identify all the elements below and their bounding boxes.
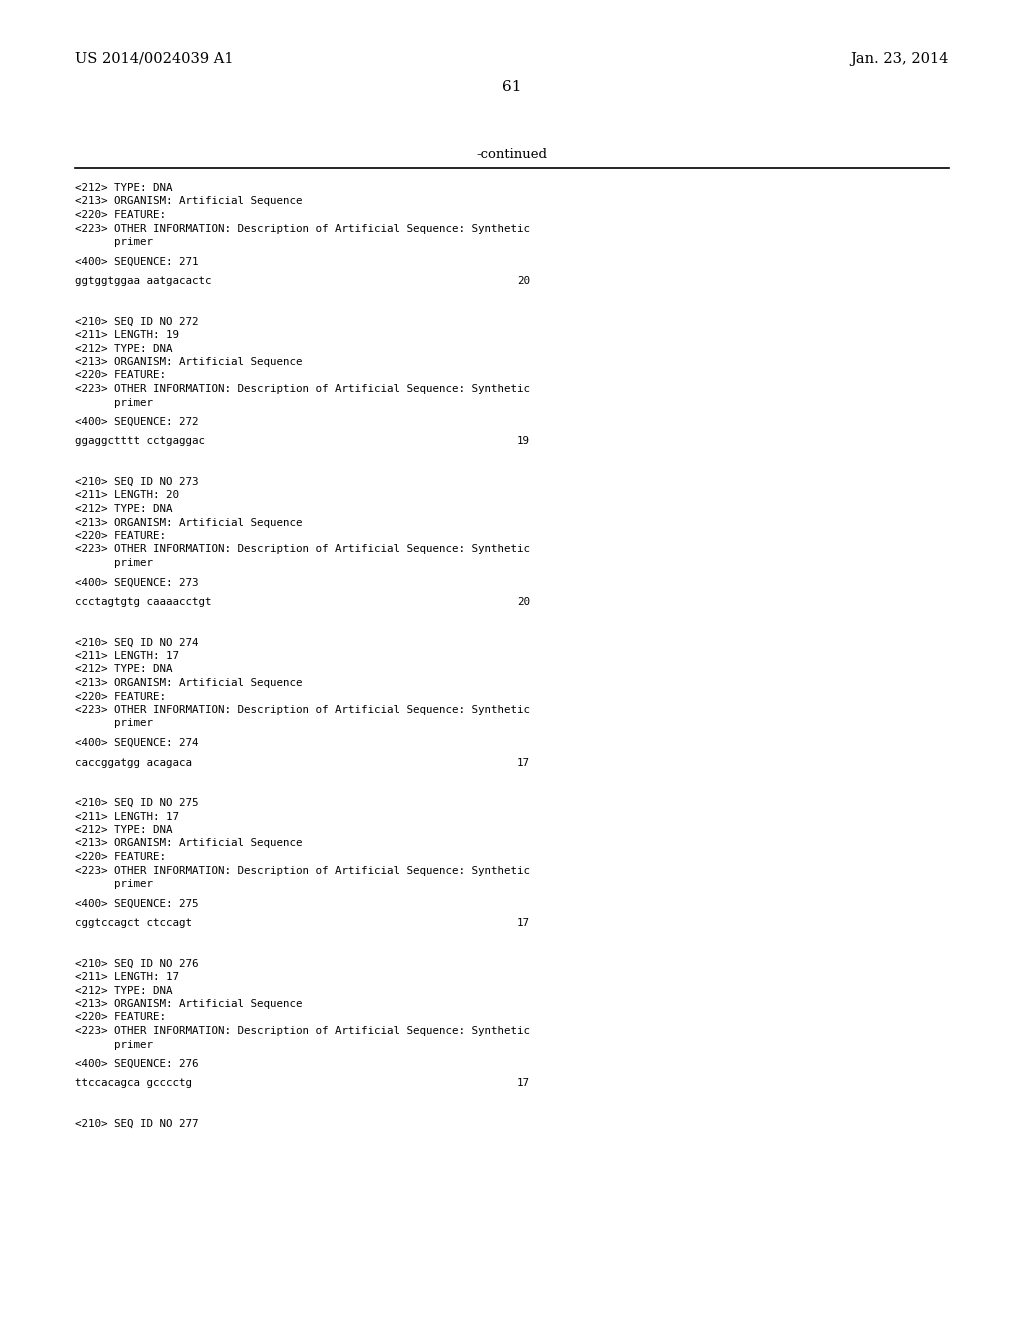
Text: <212> TYPE: DNA: <212> TYPE: DNA [75, 825, 172, 836]
Text: 61: 61 [502, 81, 522, 94]
Text: <213> ORGANISM: Artificial Sequence: <213> ORGANISM: Artificial Sequence [75, 999, 302, 1008]
Text: Jan. 23, 2014: Jan. 23, 2014 [851, 51, 949, 66]
Text: US 2014/0024039 A1: US 2014/0024039 A1 [75, 51, 233, 66]
Text: <220> FEATURE:: <220> FEATURE: [75, 371, 166, 380]
Text: primer: primer [75, 558, 153, 568]
Text: <210> SEQ ID NO 272: <210> SEQ ID NO 272 [75, 317, 199, 326]
Text: <210> SEQ ID NO 273: <210> SEQ ID NO 273 [75, 477, 199, 487]
Text: 17: 17 [517, 758, 530, 767]
Text: <220> FEATURE:: <220> FEATURE: [75, 1012, 166, 1023]
Text: <211> LENGTH: 20: <211> LENGTH: 20 [75, 491, 179, 500]
Text: <210> SEQ ID NO 277: <210> SEQ ID NO 277 [75, 1119, 199, 1129]
Text: ccctagtgtg caaaacctgt: ccctagtgtg caaaacctgt [75, 597, 212, 607]
Text: <400> SEQUENCE: 274: <400> SEQUENCE: 274 [75, 738, 199, 748]
Text: <400> SEQUENCE: 272: <400> SEQUENCE: 272 [75, 417, 199, 426]
Text: 19: 19 [517, 437, 530, 446]
Text: <223> OTHER INFORMATION: Description of Artificial Sequence: Synthetic: <223> OTHER INFORMATION: Description of … [75, 384, 530, 393]
Text: <400> SEQUENCE: 273: <400> SEQUENCE: 273 [75, 578, 199, 587]
Text: <213> ORGANISM: Artificial Sequence: <213> ORGANISM: Artificial Sequence [75, 356, 302, 367]
Text: <223> OTHER INFORMATION: Description of Artificial Sequence: Synthetic: <223> OTHER INFORMATION: Description of … [75, 1026, 530, 1036]
Text: 20: 20 [517, 276, 530, 286]
Text: <400> SEQUENCE: 271: <400> SEQUENCE: 271 [75, 256, 199, 267]
Text: primer: primer [75, 238, 153, 247]
Text: ttccacagca gcccctg: ttccacagca gcccctg [75, 1078, 193, 1089]
Text: <213> ORGANISM: Artificial Sequence: <213> ORGANISM: Artificial Sequence [75, 838, 302, 849]
Text: primer: primer [75, 1040, 153, 1049]
Text: 17: 17 [517, 917, 530, 928]
Text: <210> SEQ ID NO 275: <210> SEQ ID NO 275 [75, 799, 199, 808]
Text: 20: 20 [517, 597, 530, 607]
Text: <213> ORGANISM: Artificial Sequence: <213> ORGANISM: Artificial Sequence [75, 517, 302, 528]
Text: ggaggctttt cctgaggac: ggaggctttt cctgaggac [75, 437, 205, 446]
Text: <211> LENGTH: 19: <211> LENGTH: 19 [75, 330, 179, 341]
Text: <212> TYPE: DNA: <212> TYPE: DNA [75, 986, 172, 995]
Text: <220> FEATURE:: <220> FEATURE: [75, 210, 166, 220]
Text: 17: 17 [517, 1078, 530, 1089]
Text: <223> OTHER INFORMATION: Description of Artificial Sequence: Synthetic: <223> OTHER INFORMATION: Description of … [75, 866, 530, 875]
Text: primer: primer [75, 397, 153, 408]
Text: <210> SEQ ID NO 274: <210> SEQ ID NO 274 [75, 638, 199, 648]
Text: <212> TYPE: DNA: <212> TYPE: DNA [75, 664, 172, 675]
Text: <223> OTHER INFORMATION: Description of Artificial Sequence: Synthetic: <223> OTHER INFORMATION: Description of … [75, 223, 530, 234]
Text: caccggatgg acagaca: caccggatgg acagaca [75, 758, 193, 767]
Text: <211> LENGTH: 17: <211> LENGTH: 17 [75, 972, 179, 982]
Text: <220> FEATURE:: <220> FEATURE: [75, 851, 166, 862]
Text: <213> ORGANISM: Artificial Sequence: <213> ORGANISM: Artificial Sequence [75, 197, 302, 206]
Text: -continued: -continued [476, 148, 548, 161]
Text: cggtccagct ctccagt: cggtccagct ctccagt [75, 917, 193, 928]
Text: <400> SEQUENCE: 276: <400> SEQUENCE: 276 [75, 1059, 199, 1069]
Text: primer: primer [75, 879, 153, 888]
Text: <223> OTHER INFORMATION: Description of Artificial Sequence: Synthetic: <223> OTHER INFORMATION: Description of … [75, 705, 530, 715]
Text: <220> FEATURE:: <220> FEATURE: [75, 692, 166, 701]
Text: <211> LENGTH: 17: <211> LENGTH: 17 [75, 812, 179, 821]
Text: <212> TYPE: DNA: <212> TYPE: DNA [75, 183, 172, 193]
Text: <212> TYPE: DNA: <212> TYPE: DNA [75, 343, 172, 354]
Text: <211> LENGTH: 17: <211> LENGTH: 17 [75, 651, 179, 661]
Text: primer: primer [75, 718, 153, 729]
Text: <400> SEQUENCE: 275: <400> SEQUENCE: 275 [75, 899, 199, 908]
Text: <212> TYPE: DNA: <212> TYPE: DNA [75, 504, 172, 513]
Text: <210> SEQ ID NO 276: <210> SEQ ID NO 276 [75, 958, 199, 969]
Text: <220> FEATURE:: <220> FEATURE: [75, 531, 166, 541]
Text: ggtggtggaa aatgacactc: ggtggtggaa aatgacactc [75, 276, 212, 286]
Text: <213> ORGANISM: Artificial Sequence: <213> ORGANISM: Artificial Sequence [75, 678, 302, 688]
Text: <223> OTHER INFORMATION: Description of Artificial Sequence: Synthetic: <223> OTHER INFORMATION: Description of … [75, 544, 530, 554]
